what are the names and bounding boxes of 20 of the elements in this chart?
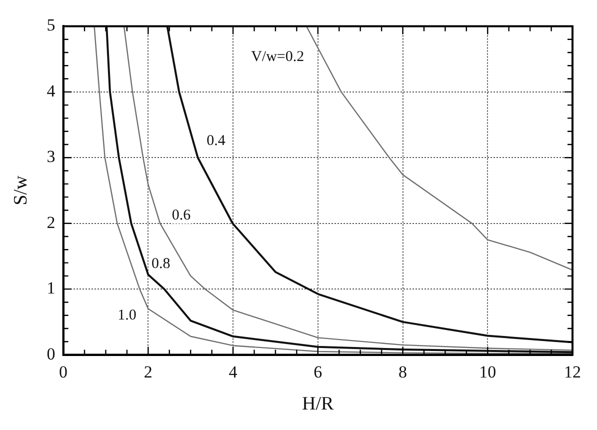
series-label: V/w=0.2 [251, 49, 304, 66]
x-tick-label: 4 [228, 362, 238, 382]
series-label: 0.6 [172, 207, 192, 224]
x-axis-title: H/R [302, 394, 334, 415]
y-tick-label: 5 [46, 16, 56, 35]
series-label: 1.0 [118, 307, 136, 324]
series-label: 0.4 [206, 133, 226, 150]
x-tick-label: 6 [314, 362, 322, 382]
y-tick-label: 3 [46, 147, 56, 166]
y-tick-label: 0 [46, 344, 56, 364]
x-tick-label: 8 [398, 362, 408, 382]
y-tick-label: 4 [46, 81, 56, 100]
x-tick-label: 0 [59, 362, 68, 382]
y-tick-label: 1 [46, 278, 56, 298]
y-tick-label: 2 [46, 212, 56, 232]
series-label: 0.8 [152, 256, 170, 272]
x-tick-label: 10 [479, 362, 496, 382]
x-tick-label: 12 [564, 362, 581, 382]
x-tick-label: 2 [144, 362, 152, 382]
y-axis-title: S/w [10, 175, 32, 206]
